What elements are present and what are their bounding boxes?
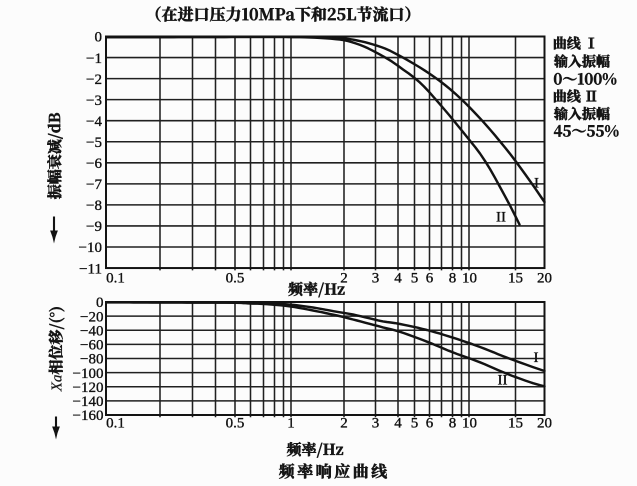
svg-text:6: 6 [426,416,434,432]
svg-text:−4: −4 [86,114,102,130]
svg-text:−7: −7 [86,177,102,193]
svg-text:2: 2 [340,271,348,287]
svg-text:4: 4 [394,271,402,287]
svg-text:−20: −20 [80,309,103,325]
svg-text:−60: −60 [80,338,103,354]
svg-text:3: 3 [372,416,380,432]
svg-text:5: 5 [411,416,419,432]
svg-text:0.1: 0.1 [106,271,125,287]
svg-text:I: I [534,350,539,366]
svg-text:−3: −3 [86,93,102,109]
svg-text:−100: −100 [73,366,104,382]
svg-text:−9: −9 [86,219,102,235]
svg-text:3: 3 [372,271,380,287]
svg-text:10: 10 [462,416,477,432]
svg-text:0: 0 [96,295,104,311]
svg-text:−10: −10 [79,240,102,256]
svg-text:−160: −160 [73,408,104,424]
svg-text:−120: −120 [73,380,104,396]
svg-text:−6: −6 [86,156,102,172]
svg-text:−1: −1 [86,51,102,67]
svg-text:−40: −40 [80,323,103,339]
svg-text:−11: −11 [79,261,102,277]
svg-text:8: 8 [449,271,457,287]
svg-text:−5: −5 [86,135,102,151]
svg-text:15: 15 [508,271,523,287]
svg-text:20: 20 [537,271,552,287]
svg-text:10: 10 [462,271,477,287]
svg-text:−140: −140 [73,394,104,410]
svg-text:−2: −2 [86,72,102,88]
svg-text:5: 5 [411,271,419,287]
svg-text:6: 6 [426,271,434,287]
svg-text:0.5: 0.5 [226,271,245,287]
svg-text:15: 15 [508,416,523,432]
svg-text:−80: −80 [80,352,103,368]
svg-text:I: I [534,176,539,192]
svg-text:20: 20 [537,416,552,432]
svg-text:1: 1 [287,416,295,432]
svg-text:8: 8 [449,416,457,432]
svg-text:II: II [496,210,506,226]
svg-text:II: II [498,373,508,389]
svg-text:0.1: 0.1 [106,416,125,432]
svg-text:2: 2 [340,416,348,432]
svg-text:4: 4 [394,416,402,432]
svg-text:0: 0 [95,30,103,46]
svg-text:0.5: 0.5 [226,416,245,432]
svg-text:−8: −8 [86,198,102,214]
